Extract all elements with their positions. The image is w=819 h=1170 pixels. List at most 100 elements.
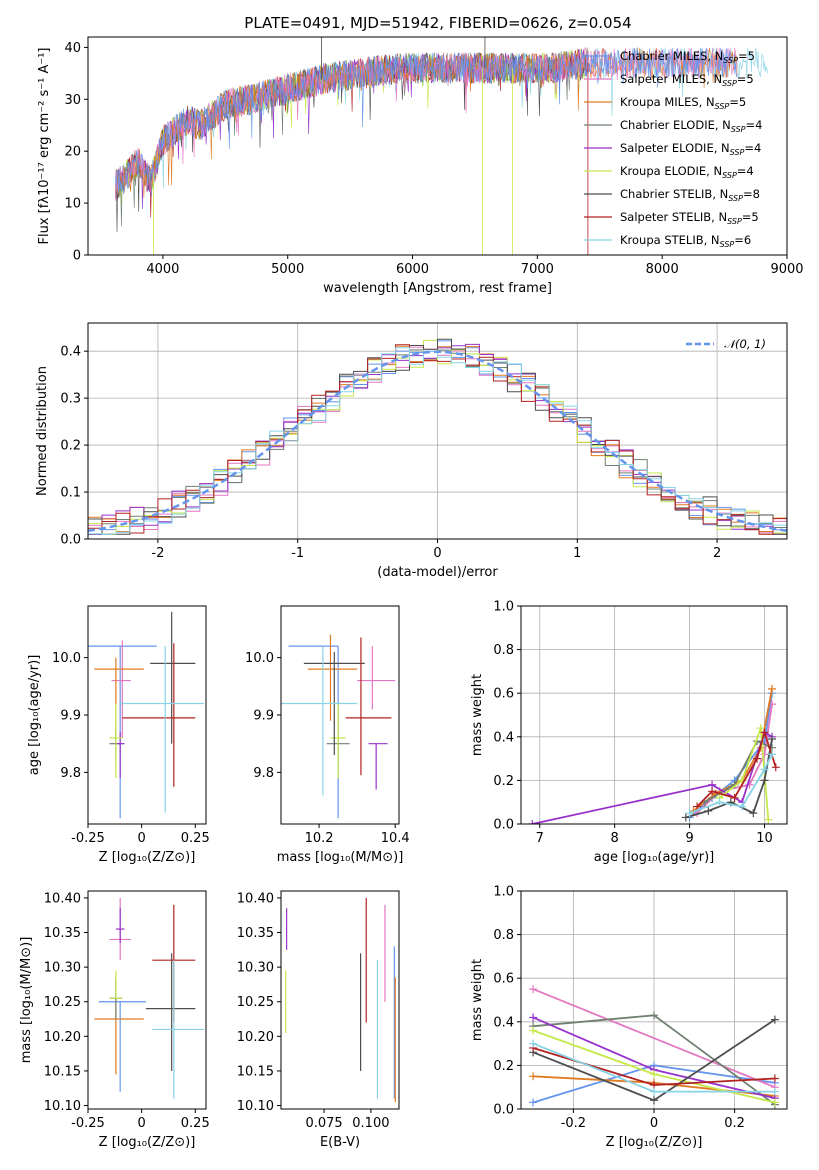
y-tick-label: 0.4 bbox=[493, 730, 514, 745]
weight-marker bbox=[770, 1074, 779, 1083]
spectrum-axes: 4000 5000 6000 7000 8000 9000 0 10 20 30 40 wavelen… bbox=[37, 41, 804, 296]
x-tick-label: 8000 bbox=[646, 262, 679, 277]
x-axis-label: E(B-V) bbox=[320, 1135, 360, 1150]
figure-title: PLATE=0491, MJD=51942, FIBERID=0626, z=0… bbox=[244, 14, 631, 32]
weight-marker bbox=[764, 815, 773, 824]
weight-marker bbox=[650, 1011, 658, 1020]
age_vs_Z-plot-area bbox=[88, 611, 204, 819]
legend-label: Salpeter MILES, NSSP=5 bbox=[620, 72, 754, 88]
mass_vs_ebv-axes: 0.075 0.100 10.10 10.15 10.20 10.25 10.30 10.35… bbox=[237, 891, 390, 1150]
x-tick-label: 0.25 bbox=[181, 831, 210, 846]
residuals-frame bbox=[87, 322, 788, 540]
x-axis-label: wavelength [Angstrom, rest frame] bbox=[323, 281, 552, 296]
y-tick-label: 0.4 bbox=[60, 345, 81, 360]
y-tick-label: 0.2 bbox=[60, 439, 81, 454]
y-tick-label: 10.35 bbox=[44, 926, 81, 941]
legend-label: 𝒩(0, 1) bbox=[724, 337, 766, 351]
histogram-series bbox=[88, 347, 787, 535]
weight-marker bbox=[760, 728, 769, 737]
weight-marker bbox=[650, 1087, 658, 1096]
x-tick-label: 2 bbox=[713, 546, 721, 561]
y-tick-label: 0.4 bbox=[493, 1015, 514, 1030]
weight-marker bbox=[529, 1039, 538, 1048]
weight-marker bbox=[768, 750, 777, 759]
mass_vs_Z-plot-area bbox=[94, 897, 204, 1099]
x-tick-label: 0.075 bbox=[305, 1116, 342, 1131]
weight-marker bbox=[749, 809, 758, 818]
y-axis-label: mass weight bbox=[470, 674, 485, 756]
y-tick-label: 10.35 bbox=[237, 926, 274, 941]
age_vs_mass-plot-area bbox=[281, 634, 396, 819]
y-tick-label: 10.0 bbox=[52, 651, 81, 666]
weight-marker bbox=[770, 1087, 779, 1096]
y-axis-label: mass [log₁₀(M/M⊙)] bbox=[19, 937, 34, 1064]
y-tick-label: 0.1 bbox=[60, 486, 81, 501]
weight-marker bbox=[693, 802, 702, 811]
x-tick-label: -0.2 bbox=[561, 1116, 586, 1131]
spectrum-plot-area bbox=[115, 37, 769, 255]
y-tick-label: 0.3 bbox=[60, 392, 81, 407]
y-tick-label: 0.0 bbox=[493, 1103, 514, 1118]
weight-marker bbox=[529, 1072, 538, 1081]
weight-marker bbox=[715, 798, 724, 807]
x-tick-label: -2 bbox=[151, 546, 164, 561]
x-tick-label: -1 bbox=[291, 546, 304, 561]
y-tick-label: 0.8 bbox=[493, 643, 514, 658]
x-tick-label: 7000 bbox=[521, 262, 554, 277]
spectrum-legend: Chabrier MILES, NSSP=5 Salpeter MILES, NS… bbox=[584, 49, 762, 249]
y-tick-label: 10.10 bbox=[44, 1099, 81, 1114]
weight-marker bbox=[760, 750, 769, 759]
weight-marker bbox=[760, 765, 769, 774]
x-axis-label: Z [log₁₀(Z/Z⊙)] bbox=[606, 1135, 703, 1150]
y-tick-label: 10.25 bbox=[237, 995, 274, 1010]
x-axis-label: Z [log₁₀(Z/Z⊙)] bbox=[99, 850, 196, 865]
x-tick-label: 9000 bbox=[770, 262, 803, 277]
x-tick-label: 8 bbox=[611, 831, 619, 846]
weight-marker bbox=[753, 754, 762, 763]
legend-label: Salpeter ELODIE, NSSP=4 bbox=[620, 141, 761, 157]
mass_vs_ebv-plot-area bbox=[285, 897, 396, 1103]
y-tick-label: 10.20 bbox=[237, 1030, 274, 1045]
mass_vs_Z-frame bbox=[87, 890, 207, 1110]
weight_vs_Z-frame bbox=[520, 890, 788, 1110]
y-tick-label: 0.8 bbox=[493, 928, 514, 943]
y-tick-label: 10.0 bbox=[245, 651, 274, 666]
legend-label: Salpeter STELIB, NSSP=5 bbox=[620, 210, 759, 226]
weight-marker bbox=[730, 793, 739, 802]
y-tick-label: 0.2 bbox=[493, 1059, 514, 1074]
age_vs_mass-frame bbox=[280, 605, 400, 825]
weight-marker bbox=[529, 1013, 538, 1022]
x-axis-label: (data-model)/error bbox=[377, 565, 498, 580]
x-tick-label: 0 bbox=[433, 546, 441, 561]
y-tick-label: 0.2 bbox=[493, 774, 514, 789]
y-tick-label: 10.10 bbox=[237, 1099, 274, 1114]
weight-marker bbox=[708, 787, 717, 796]
x-tick-label: 4000 bbox=[146, 262, 179, 277]
x-tick-label: 7 bbox=[536, 831, 544, 846]
y-axis-label: age [log₁₀(age/yr)] bbox=[27, 655, 42, 776]
weight-marker bbox=[529, 985, 538, 994]
age_vs_Z-frame bbox=[87, 605, 207, 825]
y-tick-label: 1.0 bbox=[493, 600, 514, 615]
y-tick-label: 10.30 bbox=[44, 961, 81, 976]
y-tick-label: 10 bbox=[64, 197, 81, 212]
legend-label: Kroupa STELIB, NSSP=6 bbox=[620, 233, 751, 249]
x-tick-label: 10.2 bbox=[305, 831, 334, 846]
y-axis-label: Normed distribution bbox=[35, 366, 50, 496]
residuals-plot-area bbox=[88, 338, 787, 535]
weight-marker bbox=[650, 1096, 658, 1105]
y-tick-label: 0.6 bbox=[493, 972, 514, 987]
y-tick-label: 10.30 bbox=[237, 961, 274, 976]
weight_vs_age-axes: 7 8 9 10 0.0 0.2 0.4 0.6 0.8 1.0 age [log₁₀(age/yr… bbox=[470, 600, 787, 865]
x-tick-label: 5000 bbox=[271, 262, 304, 277]
x-tick-label: 1 bbox=[573, 546, 581, 561]
x-tick-label: -0.25 bbox=[71, 831, 105, 846]
y-tick-label: 9.9 bbox=[60, 709, 81, 724]
weight-line bbox=[696, 729, 777, 808]
weight-marker bbox=[738, 802, 747, 811]
y-tick-label: 9.9 bbox=[253, 709, 274, 724]
weight_vs_age-plot-area bbox=[528, 684, 780, 824]
y-tick-label: 10.15 bbox=[44, 1064, 81, 1079]
weight-marker bbox=[528, 820, 537, 824]
